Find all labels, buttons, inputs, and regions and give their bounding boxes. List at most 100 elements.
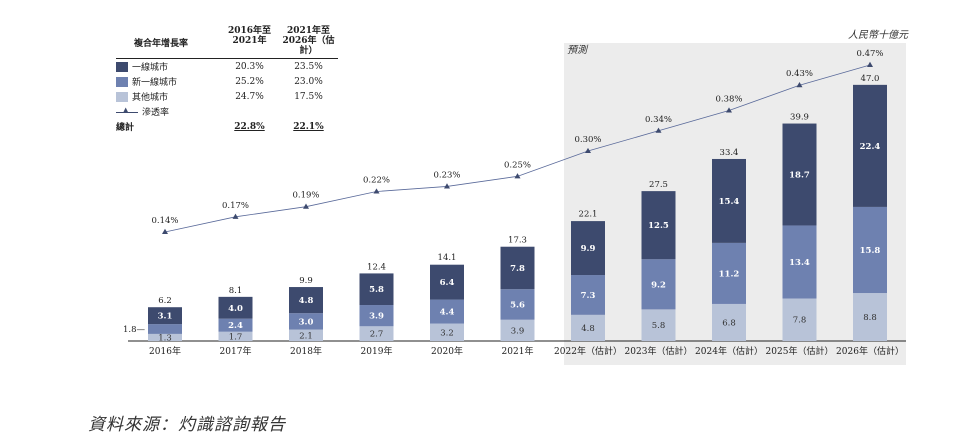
other-cagr2: 17.5%: [294, 91, 323, 102]
legend-row-other: 其他城市 24.7% 17.5%: [116, 89, 338, 104]
data-label: 4.4: [440, 308, 455, 318]
bar-segment: [712, 242, 746, 304]
data-label: 3.9: [369, 312, 384, 322]
bar-segment: [782, 225, 817, 299]
total-label: 27.5: [649, 180, 668, 190]
data-label: 3.0: [299, 317, 314, 327]
data-label: 1.8—: [123, 325, 146, 335]
penetration-point: [655, 127, 662, 133]
total-label: 6.2: [158, 296, 172, 306]
unit-label: 人民幣十億元: [848, 30, 908, 41]
data-label: 4.8: [581, 324, 595, 334]
bar-segment: [500, 289, 535, 320]
bar-segment: [853, 293, 887, 341]
penetration-label: 0.34%: [645, 115, 672, 125]
data-label: 15.4: [719, 197, 740, 207]
tier1-cagr1: 20.3%: [235, 61, 264, 72]
penetration-point: [444, 183, 450, 189]
total-label: 12.4: [367, 262, 386, 272]
newtier1-cagr2: 23.0%: [294, 76, 323, 87]
bar-segment: [148, 324, 182, 334]
penetration-label: 0.47%: [856, 49, 883, 59]
data-label: 5.6: [510, 300, 525, 310]
bar-segment: [853, 84, 887, 207]
x-tick-label: 2024年（估計）: [695, 345, 763, 357]
bar-segment: [218, 296, 253, 319]
x-tick-label: 2020年: [431, 345, 463, 357]
total-label: 17.3: [508, 236, 527, 246]
other-label: 其他城市: [132, 93, 169, 103]
penetration-line-icon: [116, 106, 138, 117]
data-label: 3.9: [511, 326, 525, 336]
penetration-point: [162, 228, 168, 234]
data-label: 7.8: [510, 264, 525, 274]
x-tick-label: 2026年（估計）: [836, 345, 904, 357]
bar-segment: [641, 191, 676, 260]
total-label: 14.1: [438, 253, 457, 263]
data-label: 2.4: [228, 321, 243, 331]
data-label: 11.2: [719, 269, 740, 279]
bar-segment: [289, 329, 323, 341]
legend-row-penetration: 滲透率: [116, 104, 338, 119]
data-label: 22.4: [860, 142, 881, 152]
x-tick-label: 2021年: [502, 345, 534, 357]
penetration-point: [726, 107, 732, 113]
data-label: 13.4: [789, 258, 810, 268]
total-cagr2: 22.1%: [293, 121, 324, 132]
bar-segment: [218, 318, 253, 332]
other-cagr1: 24.7%: [235, 91, 264, 102]
data-label: 4.8: [299, 296, 314, 306]
total-label: 22.1: [579, 210, 598, 220]
newtier1-swatch: [116, 76, 128, 87]
other-swatch: [116, 91, 128, 102]
total-label: 33.4: [720, 148, 739, 158]
legend-header: 複合年增長率 2016年至 2021年 2021年至 2026年（估計）: [116, 26, 338, 59]
bar-segment: [359, 273, 394, 306]
penetration-point: [232, 213, 239, 219]
x-tick-label: 2017年: [220, 345, 252, 357]
data-label: 12.5: [648, 221, 669, 231]
data-label: 3.1: [158, 312, 173, 322]
data-label: 1.7: [229, 332, 243, 342]
penetration-point: [796, 82, 803, 88]
bar-segment: [782, 298, 817, 341]
total-label: 9.9: [299, 276, 313, 286]
penetration-label: 0.25%: [504, 160, 531, 170]
bar-segment: [359, 305, 394, 327]
cagr-col2-header: 2021年至 2026年（估計）: [282, 26, 335, 56]
x-tick-label: 2016年: [149, 345, 181, 357]
bar-segment: [289, 313, 323, 330]
bar-segment: [148, 307, 182, 325]
penetration-label: 0.38%: [715, 95, 742, 105]
x-tick-label: 2019年: [361, 345, 393, 357]
data-label: 18.7: [789, 171, 810, 181]
data-label: 3.2: [440, 328, 454, 338]
bar-segment: [359, 326, 394, 341]
forecast-label: 預測: [567, 44, 589, 56]
data-label: 2.1: [299, 331, 313, 341]
penetration-label: 滲透率: [142, 108, 170, 118]
data-label: 5.8: [652, 321, 666, 331]
tier1-cagr2: 23.5%: [294, 61, 323, 72]
newtier1-cagr1: 25.2%: [235, 76, 264, 87]
bar-segment: [430, 299, 464, 324]
penetration-point: [867, 61, 873, 67]
data-label: 1.3: [158, 333, 172, 343]
bar-segment: [289, 287, 323, 314]
bar-segment: [571, 314, 605, 341]
legend-row-total: 總計 22.8% 22.1%: [116, 119, 338, 134]
legend-row-tier1: 一線城市 20.3% 23.5%: [116, 59, 338, 74]
newtier1-label: 新一線城市: [132, 78, 178, 88]
data-label: 6.4: [440, 278, 455, 288]
bar-segment: [571, 275, 605, 315]
penetration-label: 0.14%: [151, 216, 178, 226]
x-tick-label: 2022年（估計）: [554, 345, 622, 357]
bar-segment: [853, 206, 887, 294]
bar-segment: [500, 246, 535, 290]
cagr-header: 複合年增長率: [134, 39, 189, 49]
penetration-point: [514, 173, 521, 179]
penetration-label: 0.17%: [222, 201, 249, 211]
bar-segment: [430, 264, 464, 300]
tier1-label: 一線城市: [132, 63, 169, 73]
